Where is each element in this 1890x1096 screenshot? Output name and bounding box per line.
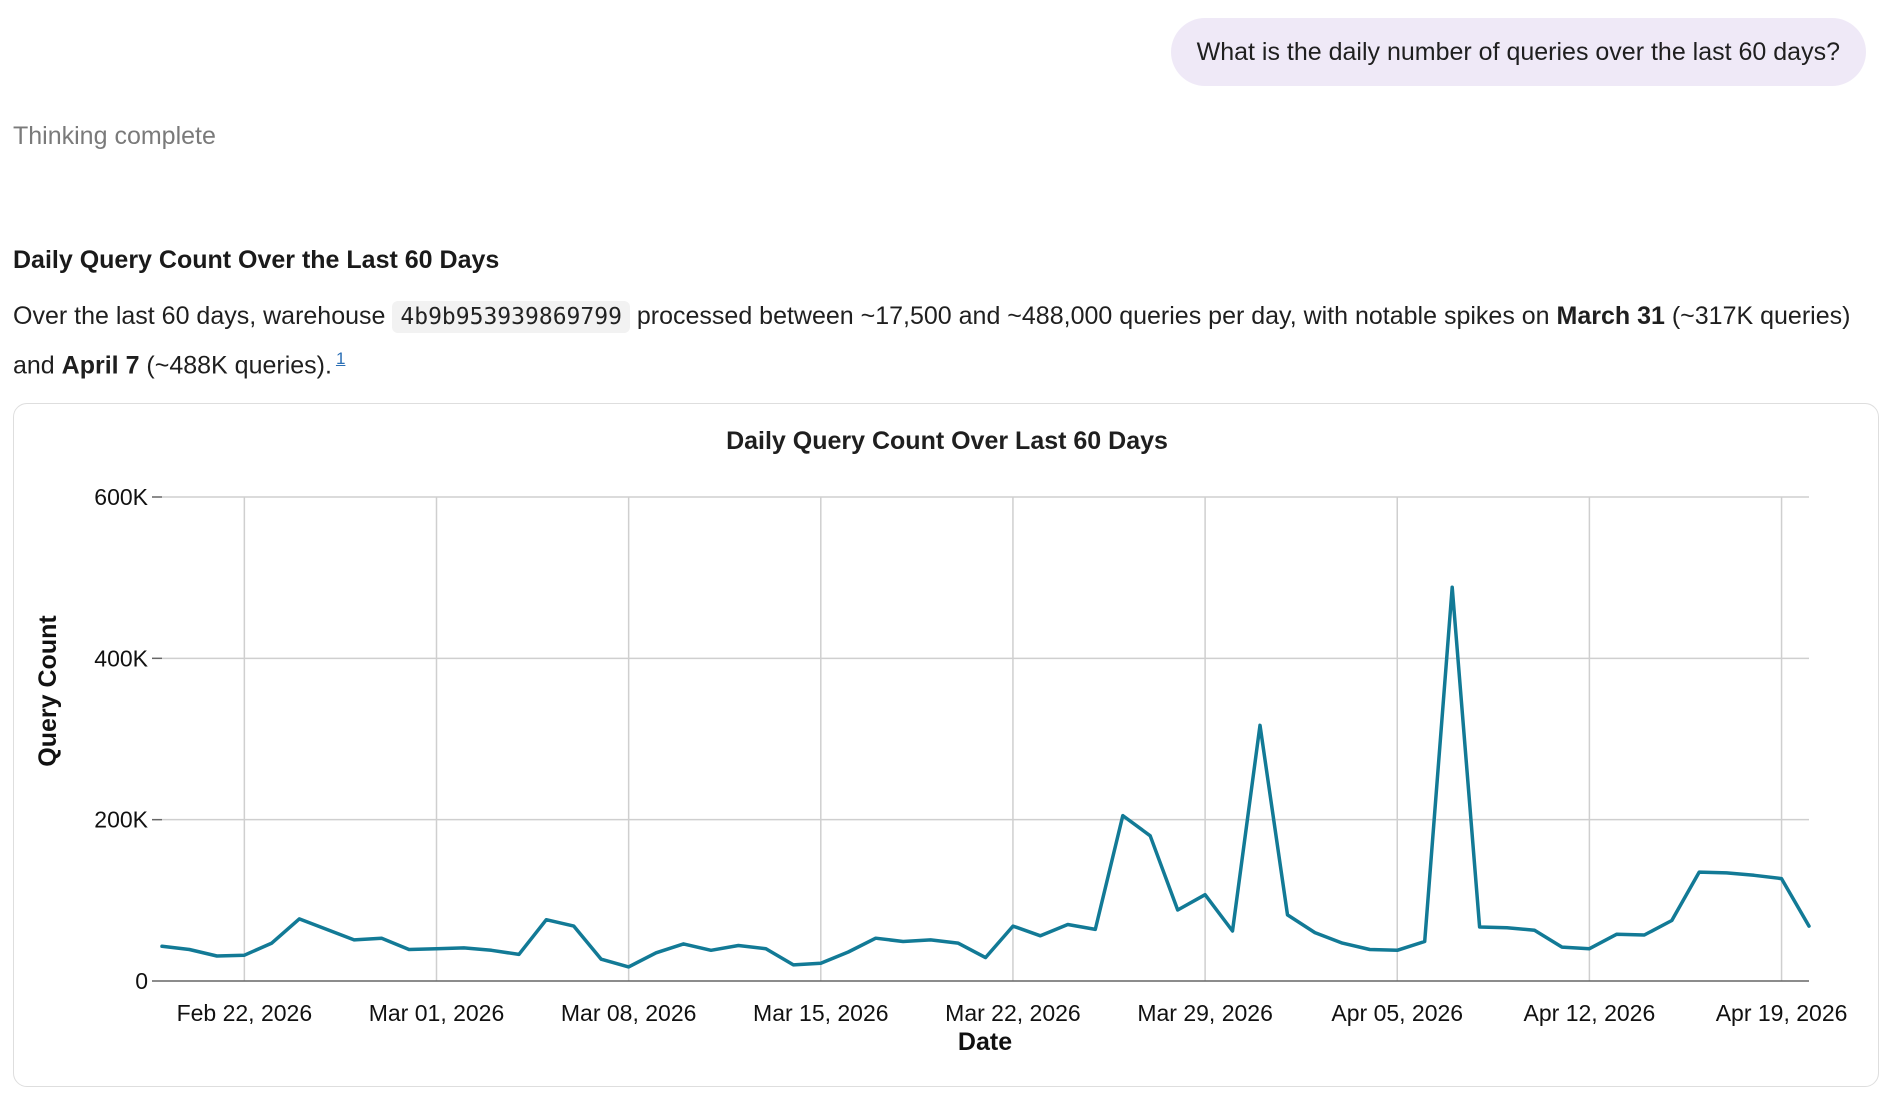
data-point[interactable] (157, 941, 167, 951)
data-point[interactable] (679, 939, 689, 949)
data-point[interactable] (1749, 870, 1759, 880)
answer-text-2: processed between ~17,500 and ~488,000 q… (629, 302, 1557, 330)
data-point[interactable] (843, 947, 853, 957)
query-count-chart: Daily Query Count Over Last 60 Days 0 200… (34, 427, 1847, 1056)
grid-lines (162, 496, 1809, 981)
y-axis-label: Query Count (34, 615, 62, 767)
spike-date-2: April 7 (61, 351, 140, 380)
data-point[interactable] (432, 944, 442, 954)
data-point[interactable] (1365, 945, 1375, 955)
data-point[interactable] (1283, 910, 1293, 920)
data-point[interactable] (1475, 922, 1485, 932)
data-point[interactable] (1337, 938, 1347, 948)
data-point[interactable] (1722, 868, 1732, 878)
answer-paragraph: Over the last 60 days, warehouse 4b9b953… (13, 296, 1853, 386)
data-point[interactable] (1255, 720, 1265, 730)
data-point[interactable] (1804, 921, 1814, 931)
series-line[interactable] (160, 585, 1811, 969)
chart-card: Daily Query Count Over Last 60 Days 0 200… (13, 403, 1879, 1087)
data-point[interactable] (1035, 931, 1045, 941)
data-point[interactable] (953, 938, 963, 948)
data-point[interactable] (1392, 945, 1402, 955)
data-point[interactable] (898, 937, 908, 947)
data-point[interactable] (1612, 929, 1622, 939)
x-tick-label: Mar 29, 2026 (1137, 1000, 1273, 1026)
user-message-text: What is the daily number of queries over… (1196, 37, 1840, 66)
axes: 0 200K 400K 600K Feb 22, 2026 Mar 01, 2026 Mar… (94, 484, 1847, 1026)
data-point[interactable] (1420, 937, 1430, 947)
x-tick-label: Apr 05, 2026 (1331, 1000, 1463, 1026)
data-point[interactable] (981, 953, 991, 963)
data-point[interactable] (926, 935, 936, 945)
data-point[interactable] (267, 938, 277, 948)
y-tick-label: 0 (135, 968, 148, 994)
data-point[interactable] (1008, 921, 1018, 931)
data-point[interactable] (349, 935, 359, 945)
data-point[interactable] (1063, 920, 1073, 930)
data-point[interactable] (1557, 942, 1567, 952)
data-point[interactable] (1584, 944, 1594, 954)
answer-text-1: Over the last 60 days, warehouse (13, 302, 393, 330)
data-point[interactable] (1639, 930, 1649, 940)
data-point[interactable] (322, 924, 332, 934)
x-tick-label: Mar 08, 2026 (561, 1000, 697, 1026)
data-point[interactable] (761, 944, 771, 954)
x-tick-label: Apr 19, 2026 (1716, 1000, 1848, 1026)
data-point[interactable] (596, 954, 606, 964)
answer-heading: Daily Query Count Over the Last 60 Days (13, 246, 500, 274)
thinking-status[interactable]: Thinking complete (13, 122, 216, 150)
warehouse-id-code: 4b9b953939869799 (392, 301, 630, 333)
data-point[interactable] (624, 962, 634, 972)
data-point[interactable] (706, 945, 716, 955)
x-tick-label: Apr 12, 2026 (1524, 1000, 1656, 1026)
data-point[interactable] (1228, 926, 1238, 936)
data-point[interactable] (1530, 925, 1540, 935)
x-axis-label: Date (958, 1028, 1012, 1056)
y-tick-label: 200K (94, 807, 148, 833)
data-point[interactable] (1090, 924, 1100, 934)
data-point[interactable] (1145, 831, 1155, 841)
data-point[interactable] (733, 941, 743, 951)
y-tick-label: 400K (94, 645, 148, 671)
data-point[interactable] (1694, 867, 1704, 877)
footnote-link[interactable]: 1 (335, 349, 346, 368)
spike-date-1: March 31 (1556, 302, 1665, 330)
data-point[interactable] (871, 933, 881, 943)
data-point[interactable] (1447, 582, 1457, 592)
data-point[interactable] (239, 950, 249, 960)
data-point[interactable] (1667, 916, 1677, 926)
data-point[interactable] (184, 945, 194, 955)
user-message-bubble: What is the daily number of queries over… (1170, 18, 1866, 86)
x-tick-label: Mar 22, 2026 (945, 1000, 1081, 1026)
data-point[interactable] (514, 949, 524, 959)
data-point[interactable] (294, 914, 304, 924)
data-layer (157, 582, 1814, 972)
data-point[interactable] (788, 960, 798, 970)
data-point[interactable] (459, 943, 469, 953)
data-point[interactable] (1118, 811, 1128, 821)
answer-text-4: (~488K queries). (139, 351, 332, 380)
data-point[interactable] (651, 948, 661, 958)
data-point[interactable] (816, 958, 826, 968)
data-point[interactable] (1200, 890, 1210, 900)
data-point[interactable] (404, 945, 414, 955)
data-point[interactable] (569, 921, 579, 931)
x-tick-label: Mar 01, 2026 (369, 1000, 505, 1026)
x-tick-label: Mar 15, 2026 (753, 1000, 889, 1026)
data-point[interactable] (486, 945, 496, 955)
data-point[interactable] (1502, 923, 1512, 933)
chart-title: Daily Query Count Over Last 60 Days (726, 427, 1168, 455)
data-point[interactable] (1173, 905, 1183, 915)
y-tick-label: 600K (94, 484, 148, 510)
data-point[interactable] (541, 915, 551, 925)
data-point[interactable] (1310, 928, 1320, 938)
data-point[interactable] (212, 951, 222, 961)
answer-text-3: (~317K queries) and (13, 302, 1851, 380)
data-point[interactable] (377, 933, 387, 943)
x-tick-label: Feb 22, 2026 (177, 1000, 313, 1026)
data-point[interactable] (1777, 874, 1787, 884)
